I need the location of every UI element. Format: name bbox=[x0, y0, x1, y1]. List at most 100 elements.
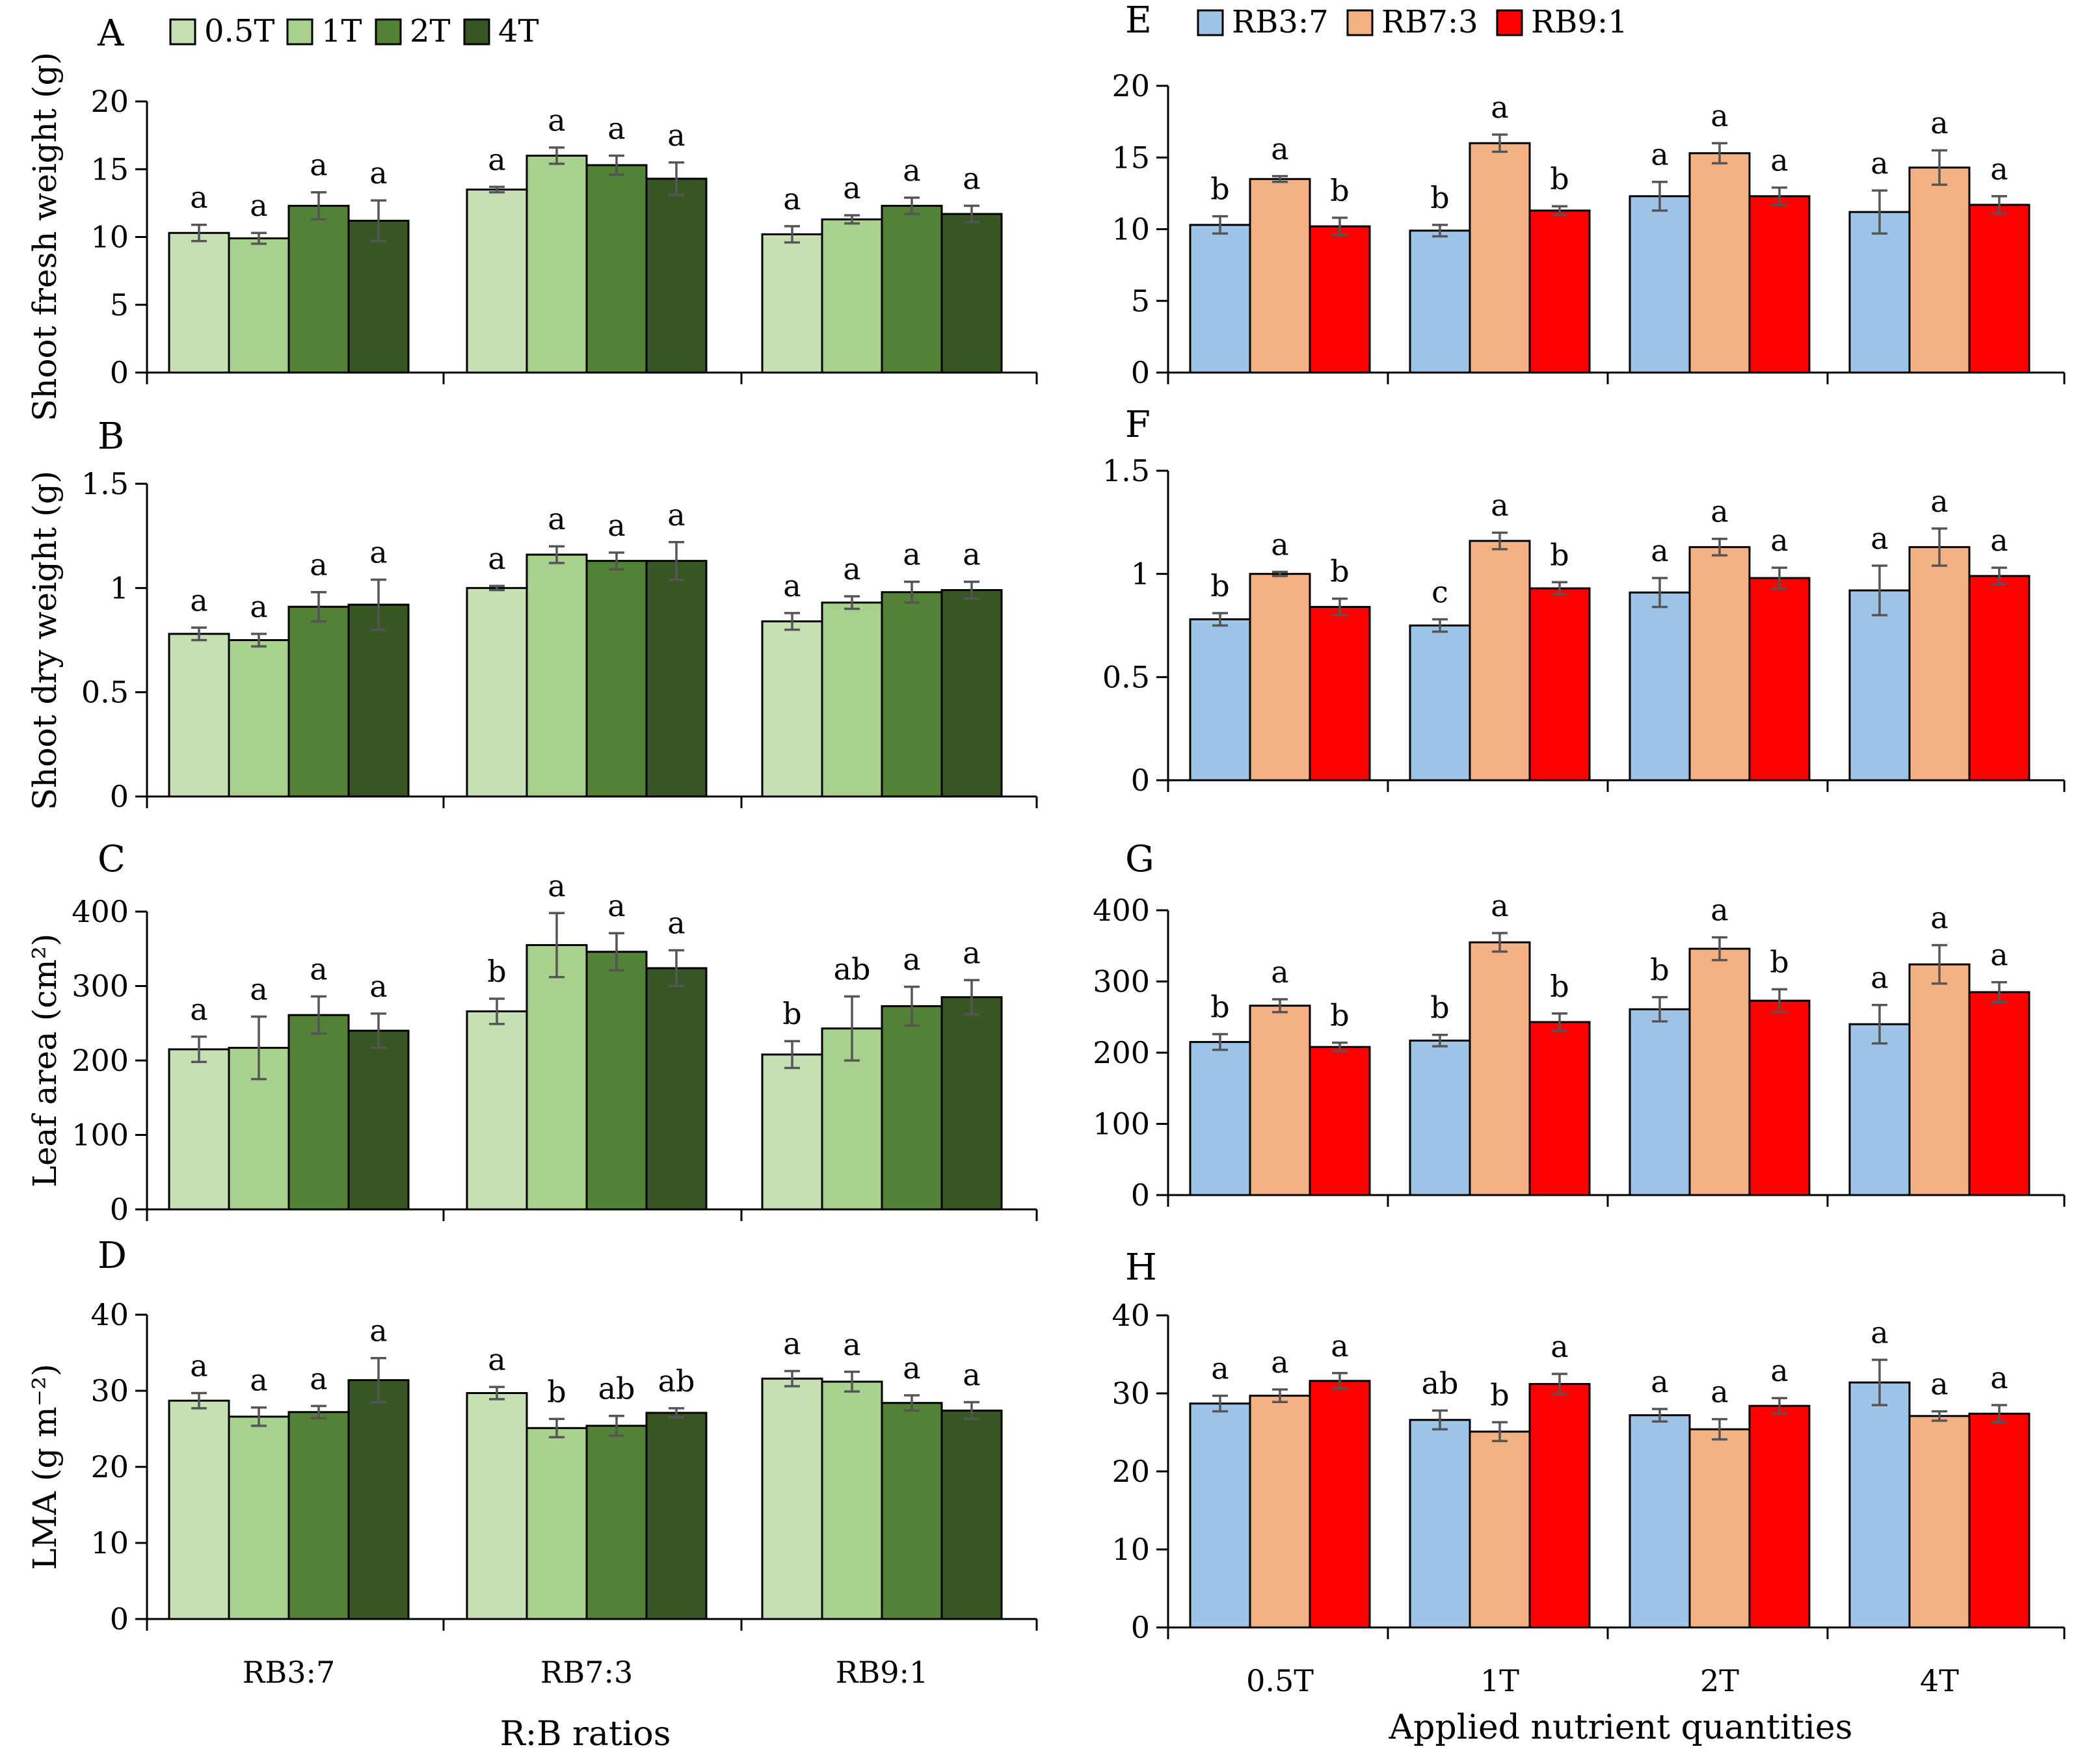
bar bbox=[1848, 589, 1911, 782]
significance-letter: a bbox=[1770, 523, 1788, 558]
bar bbox=[1469, 142, 1531, 374]
significance-letter: a bbox=[488, 541, 505, 576]
significance-letter: b bbox=[1490, 1377, 1509, 1412]
significance-letter: c bbox=[1431, 574, 1448, 609]
bar bbox=[168, 231, 230, 374]
category-label: 0.5T bbox=[1246, 1663, 1314, 1698]
significance-letter: b bbox=[782, 996, 801, 1031]
y-axis-title: LMA (g m⁻²) bbox=[26, 1363, 64, 1570]
y-tick-label: 1 bbox=[110, 570, 129, 605]
y-tick-label: 0 bbox=[1131, 355, 1150, 390]
significance-letter: a bbox=[1211, 1351, 1229, 1386]
bar bbox=[881, 1005, 943, 1211]
significance-letter: a bbox=[1550, 1329, 1568, 1364]
bar bbox=[287, 205, 350, 374]
significance-letter: a bbox=[1491, 90, 1508, 125]
bar bbox=[881, 591, 943, 798]
bar bbox=[287, 1014, 350, 1211]
bar bbox=[287, 1411, 350, 1620]
significance-letter: a bbox=[488, 142, 505, 177]
bar bbox=[761, 233, 823, 374]
y-tick-label: 0 bbox=[110, 355, 129, 390]
y-tick-label: 1.5 bbox=[1102, 453, 1150, 488]
significance-letter: a bbox=[1271, 131, 1288, 166]
significance-letter: a bbox=[250, 589, 267, 624]
y-tick-label: 20 bbox=[90, 84, 129, 119]
bar bbox=[1748, 195, 1811, 374]
y-axis-title: Leaf area (cm²) bbox=[26, 934, 64, 1187]
y-tick-label: 0 bbox=[110, 779, 129, 814]
bar bbox=[1848, 1023, 1911, 1196]
bar bbox=[1908, 166, 1971, 374]
significance-letter: a bbox=[310, 952, 327, 987]
bar bbox=[466, 586, 528, 798]
bar bbox=[1688, 546, 1751, 782]
significance-letter: b bbox=[1210, 990, 1229, 1025]
significance-letter: b bbox=[1550, 161, 1569, 196]
bar bbox=[645, 1412, 708, 1620]
y-tick-label: 0 bbox=[1131, 1178, 1150, 1213]
y-tick-label: 15 bbox=[90, 151, 129, 187]
significance-letter: a bbox=[1271, 1345, 1288, 1380]
significance-letter: a bbox=[1491, 888, 1508, 923]
bar bbox=[821, 601, 883, 798]
y-tick-label: 300 bbox=[72, 969, 129, 1004]
bar bbox=[1629, 195, 1691, 374]
bar bbox=[526, 944, 588, 1211]
significance-letter: a bbox=[310, 1361, 327, 1396]
significance-letter: b bbox=[1330, 998, 1349, 1033]
y-tick-label: 0 bbox=[1131, 763, 1150, 798]
significance-letter: a bbox=[783, 181, 801, 217]
bar bbox=[466, 1010, 528, 1211]
significance-letter: a bbox=[1271, 527, 1288, 562]
significance-letter: a bbox=[369, 969, 387, 1004]
bar bbox=[585, 1425, 648, 1620]
significance-letter: a bbox=[190, 992, 207, 1027]
significance-letter: a bbox=[1651, 533, 1668, 568]
significance-letter: a bbox=[548, 501, 565, 536]
significance-letter: a bbox=[488, 1342, 505, 1377]
significance-letter: a bbox=[369, 1313, 387, 1349]
y-tick-label: 10 bbox=[90, 220, 129, 255]
bar bbox=[1469, 540, 1531, 782]
y-tick-label: 5 bbox=[110, 287, 129, 323]
bar bbox=[1748, 1404, 1811, 1629]
y-tick-label: 40 bbox=[90, 1297, 129, 1332]
y-tick-label: 200 bbox=[72, 1043, 129, 1078]
bar bbox=[1189, 1402, 1251, 1629]
category-label: RB7:3 bbox=[540, 1655, 633, 1690]
significance-letter: a bbox=[369, 535, 387, 570]
significance-letter: a bbox=[250, 188, 267, 223]
bar bbox=[347, 603, 410, 798]
panel-b: B 0 0.5 1 1.5 Shoot dry weight (g) a a a a a a a a a a a… bbox=[26, 415, 1038, 814]
left-x-axis-title: R:B ratios bbox=[500, 1715, 671, 1754]
significance-letter: a bbox=[1271, 954, 1288, 990]
bar bbox=[168, 1048, 230, 1211]
bar bbox=[466, 189, 528, 374]
y-tick-label: 0.5 bbox=[81, 675, 129, 710]
significance-letter: a bbox=[607, 111, 625, 146]
significance-letter: a bbox=[1770, 143, 1788, 178]
significance-letter: a bbox=[1990, 1360, 2008, 1395]
y-tick-label: 20 bbox=[90, 1449, 129, 1484]
bar bbox=[1528, 209, 1591, 374]
bar bbox=[1528, 1021, 1591, 1196]
bar bbox=[1688, 1428, 1751, 1629]
significance-letter: a bbox=[1331, 1328, 1348, 1363]
bar bbox=[1409, 624, 1471, 782]
legend-label: 4T bbox=[498, 13, 539, 49]
significance-letter: b bbox=[1330, 173, 1349, 208]
bar bbox=[761, 620, 823, 798]
y-tick-label: 5 bbox=[1131, 283, 1150, 319]
legend-label: RB7:3 bbox=[1381, 4, 1478, 40]
significance-letter: b bbox=[1550, 969, 1569, 1004]
y-axis-title: Shoot fresh weight (g) bbox=[26, 52, 64, 421]
significance-letter: a bbox=[783, 568, 801, 603]
bar bbox=[1189, 618, 1251, 782]
panel-label-e: E bbox=[1125, 0, 1152, 42]
y-tick-label: 20 bbox=[1111, 68, 1150, 103]
significance-letter: a bbox=[903, 153, 920, 188]
